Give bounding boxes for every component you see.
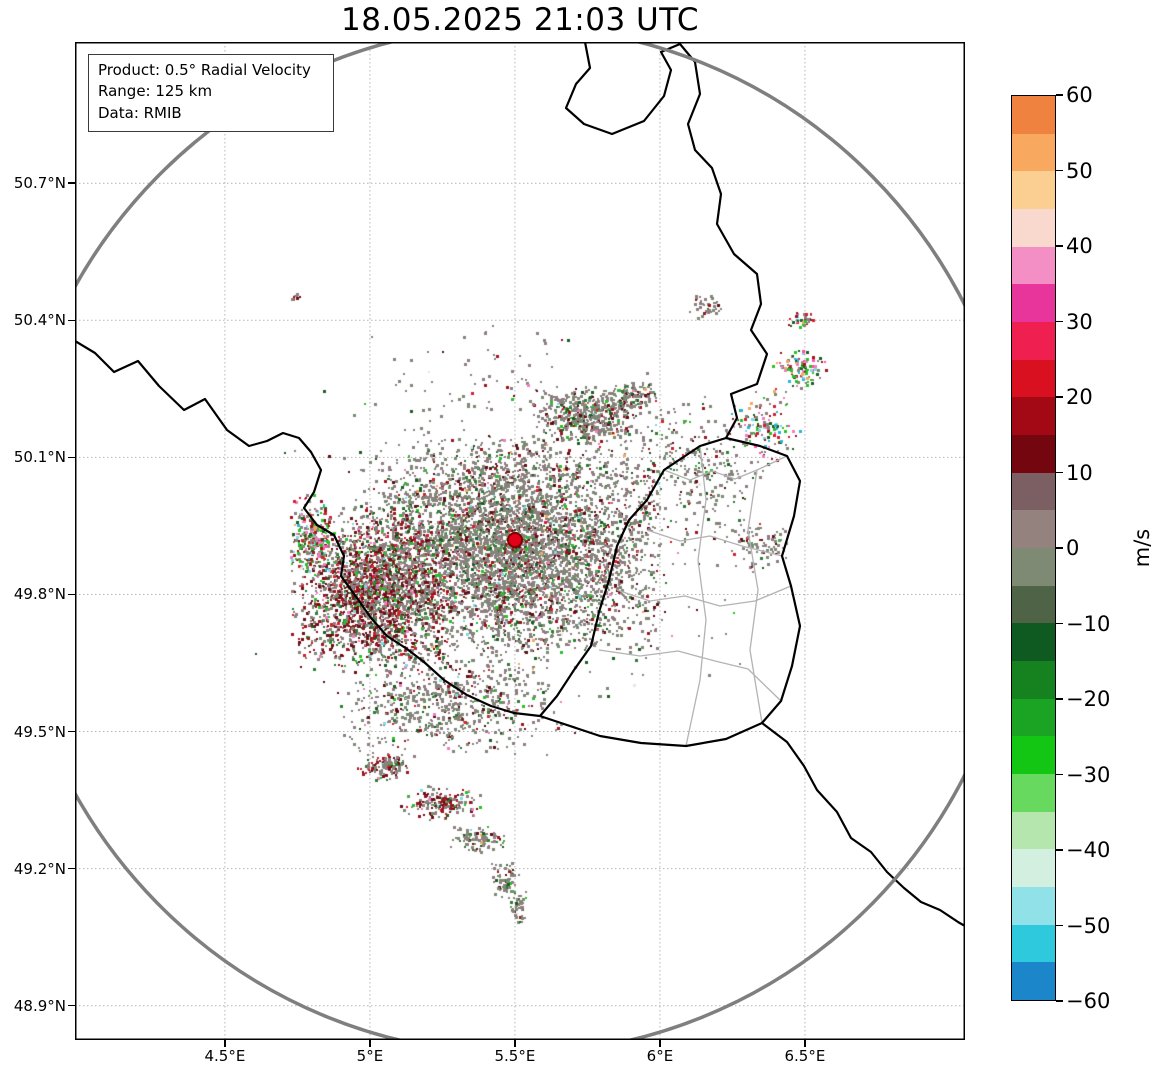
colorbar-tick-label: 40 (1066, 234, 1093, 258)
x-tick-mark (659, 1040, 661, 1047)
colorbar-tick-label: 20 (1066, 385, 1093, 409)
colorbar-band (1012, 510, 1055, 549)
colorbar-tick-label: 60 (1066, 83, 1093, 107)
colorbar-tick-mark (1056, 1000, 1063, 1002)
map-plot: Product: 0.5° Radial Velocity Range: 125… (75, 42, 965, 1040)
colorbar-tick-label: −30 (1066, 762, 1111, 787)
colorbar-band (1012, 548, 1055, 586)
colorbar-band (1012, 661, 1055, 699)
colorbar-band (1012, 774, 1055, 812)
y-tick-mark (68, 456, 75, 459)
colorbar-tick-mark (1056, 849, 1063, 851)
colorbar-band (1012, 736, 1055, 775)
radar-site-marker (507, 532, 523, 548)
info-line-source: Data: RMIB (98, 103, 182, 122)
y-tick-mark (68, 319, 75, 322)
colorbar-tick-label: −60 (1066, 989, 1111, 1013)
y-tick-mark (68, 1004, 75, 1007)
country-border (564, 42, 769, 439)
y-tick-label: 48.9°N (13, 996, 66, 1015)
y-tick-mark (68, 867, 75, 870)
y-tick-label: 49.8°N (13, 585, 66, 604)
colorbar-tick-label: 0 (1066, 536, 1080, 560)
info-line-range: Range: 125 km (98, 82, 213, 101)
colorbar-tick-mark (1056, 471, 1063, 474)
map-overlay-layer (75, 42, 965, 1040)
x-tick-label: 6.5°E (784, 1047, 826, 1065)
colorbar-band (1012, 96, 1055, 134)
colorbar-band (1012, 133, 1055, 172)
x-tick-mark (804, 1040, 806, 1047)
y-tick-mark (68, 593, 75, 596)
info-line-product: Product: 0.5° Radial Velocity (98, 61, 311, 79)
x-tick-label: 6°E (646, 1047, 674, 1065)
colorbar-tick-mark (1056, 169, 1063, 172)
colorbar-tick-mark (1056, 396, 1063, 398)
colorbar-tick-label: 10 (1066, 460, 1093, 485)
colorbar-band (1012, 435, 1055, 473)
colorbar-band (1012, 472, 1055, 511)
colorbar-tick-label: −20 (1066, 687, 1111, 711)
colorbar-band (1012, 811, 1055, 850)
info-box: Product: 0.5° Radial Velocity Range: 125… (88, 54, 334, 132)
x-tick-mark (224, 1040, 226, 1047)
colorbar-tick-mark (1056, 547, 1063, 549)
y-tick-label: 49.5°N (13, 722, 66, 741)
colorbar-band (1012, 284, 1055, 323)
colorbar-axis-label: m/s (1130, 528, 1154, 568)
colorbar-band (1012, 585, 1055, 624)
colorbar-tick-mark (1056, 622, 1063, 625)
colorbar-tick-mark (1056, 245, 1063, 247)
country-border (75, 340, 541, 718)
colorbar-band (1012, 171, 1055, 210)
y-tick-label: 49.2°N (13, 859, 66, 878)
admin-border (747, 469, 763, 724)
y-tick-mark (68, 730, 75, 733)
colorbar-tick-mark (1056, 94, 1063, 96)
x-tick-label: 5°E (356, 1047, 384, 1065)
colorbar-band (1012, 397, 1055, 436)
country-border (538, 436, 802, 748)
colorbar-band (1012, 887, 1055, 925)
y-tick-label: 50.1°N (13, 448, 66, 467)
admin-border (616, 585, 792, 607)
colorbar-tick-label: −50 (1066, 913, 1111, 938)
colorbar-band (1012, 209, 1055, 247)
colorbar-band (1012, 623, 1055, 662)
colorbar-tick-mark (1056, 698, 1063, 700)
colorbar-band (1012, 246, 1055, 285)
colorbar-band (1012, 698, 1055, 737)
colorbar-tick-mark (1056, 320, 1063, 323)
colorbar-tick-label: 30 (1066, 309, 1093, 334)
colorbar-tick-mark (1056, 924, 1063, 927)
colorbar-band (1012, 924, 1055, 963)
y-tick-label: 50.4°N (13, 311, 66, 330)
colorbar-band (1012, 849, 1055, 888)
country-border (761, 722, 965, 927)
x-tick-label: 4.5°E (204, 1047, 246, 1065)
x-tick-mark (369, 1040, 371, 1047)
colorbar-band (1012, 322, 1055, 360)
colorbar-tick-mark (1056, 773, 1063, 776)
plot-title: 18.05.2025 21:03 UTC (341, 2, 699, 38)
admin-border (646, 529, 783, 557)
y-tick-mark (68, 182, 75, 184)
colorbar (1011, 95, 1056, 1001)
colorbar-tick-label: −10 (1066, 611, 1111, 636)
admin-border (685, 445, 707, 747)
x-tick-mark (514, 1040, 516, 1047)
x-tick-label: 5.5°E (494, 1047, 536, 1065)
y-tick-label: 50.7°N (13, 174, 66, 193)
admin-border (663, 455, 788, 481)
colorbar-band (1012, 962, 1055, 1001)
plot-border (75, 42, 965, 1040)
colorbar-tick-label: 50 (1066, 158, 1093, 183)
colorbar-band (1012, 359, 1055, 398)
colorbar-tick-label: −40 (1066, 838, 1111, 862)
